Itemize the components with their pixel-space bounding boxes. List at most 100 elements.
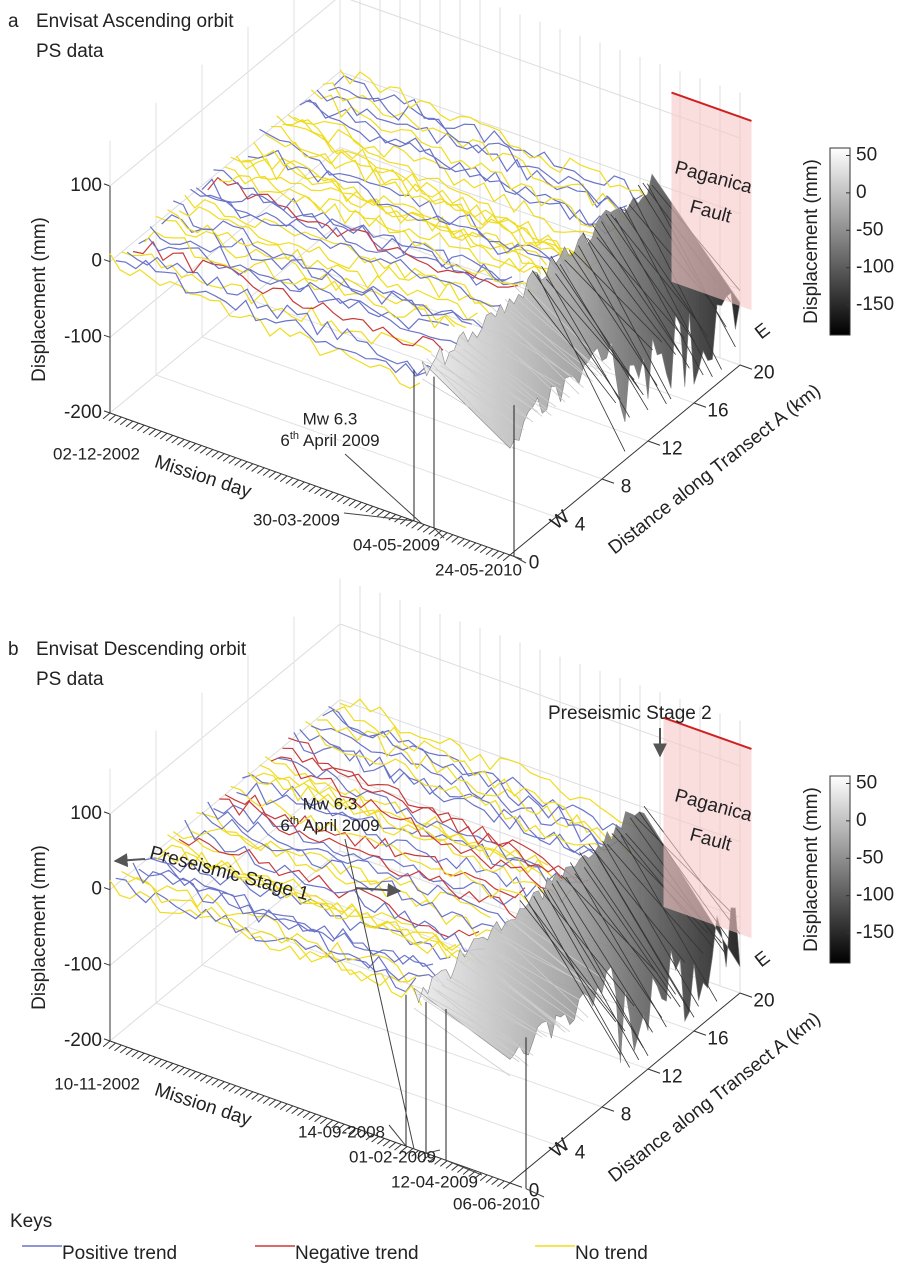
time-tick: [332, 494, 339, 500]
time-tick: [212, 1080, 219, 1086]
time-tick: [423, 527, 430, 533]
time-tick: [292, 1108, 299, 1114]
panel-title: Envisat Ascending orbit: [36, 11, 234, 32]
time-tick: [452, 537, 459, 543]
time-tick: [440, 1161, 447, 1167]
time-tick: [303, 484, 310, 490]
annotation: Preseismic Stage 2: [548, 703, 712, 724]
time-tick: [343, 498, 350, 504]
time-tick: [492, 551, 499, 557]
colorbar-label: Displacement (mm): [801, 787, 822, 952]
time-tick: [280, 476, 287, 482]
time-tick: [126, 421, 133, 427]
time-tick: [497, 553, 504, 559]
time-tick: [497, 1181, 504, 1187]
distance-tick-label: 0: [529, 553, 540, 574]
date-label: 04-05-2009: [353, 535, 440, 554]
distance-tick-label: 4: [575, 515, 586, 536]
colorbar-tick-label: -100: [856, 885, 894, 906]
date-label: 06-06-2010: [453, 1194, 540, 1213]
key-label: Negative trend: [295, 1243, 419, 1264]
colorbar-tick-label: 0: [856, 182, 867, 203]
time-tick: [195, 445, 202, 451]
time-tick: [177, 439, 184, 445]
figure: Keys Positive trendNegative trendNo tren…: [0, 0, 907, 1274]
tick-mark: [104, 963, 110, 965]
time-tick: [240, 462, 247, 468]
tick-mark: [648, 441, 660, 445]
east-label: E: [751, 319, 774, 343]
time-tick: [446, 1163, 453, 1169]
date-label: 01-02-2009: [349, 1147, 436, 1166]
event-sup: th: [290, 815, 299, 827]
panel-subtitle: PS data: [36, 669, 104, 690]
time-tick: [195, 1073, 202, 1079]
z-tick-label: -100: [64, 954, 102, 975]
tick-mark: [104, 184, 110, 186]
time-tick: [217, 454, 224, 460]
event-rest: April 2009: [303, 431, 380, 450]
tick-mark: [104, 260, 110, 262]
time-tick: [109, 1043, 116, 1049]
time-tick: [366, 506, 373, 512]
time-tick: [486, 1177, 493, 1183]
time-tick: [200, 1075, 207, 1081]
tick-mark: [694, 1031, 706, 1035]
time-tick: [252, 1094, 259, 1100]
time-tick: [172, 1065, 179, 1071]
event-leader: [345, 454, 422, 524]
tick-mark: [648, 1069, 660, 1073]
time-tick: [183, 441, 190, 447]
tick-mark: [602, 479, 614, 483]
tick-mark: [104, 411, 110, 413]
distance-tick-label: 12: [661, 439, 682, 460]
time-tick: [309, 486, 316, 492]
time-tick: [263, 470, 270, 476]
tick-mark: [104, 888, 110, 890]
time-tick: [115, 1045, 122, 1051]
panel-subtitle: PS data: [36, 41, 104, 62]
time-tick: [406, 521, 413, 527]
time-tick: [155, 1059, 162, 1065]
time-tick: [429, 529, 436, 535]
date-label: 14-09-2008: [298, 1122, 385, 1141]
distance-tick-label: 20: [753, 991, 774, 1012]
time-tick: [183, 1069, 190, 1075]
time-tick: [315, 1116, 322, 1122]
time-tick: [412, 523, 419, 529]
time-tick: [235, 1088, 242, 1094]
time-tick: [143, 427, 150, 433]
time-tick: [137, 425, 144, 431]
time-tick: [189, 443, 196, 449]
time-tick: [115, 417, 122, 423]
time-tick: [212, 452, 219, 458]
date-label: 30-03-2009: [253, 510, 340, 529]
time-tick: [355, 502, 362, 508]
time-tick: [480, 1175, 487, 1181]
keys-title: Keys: [10, 1211, 52, 1232]
time-tick: [469, 543, 476, 549]
date-label: 10-11-2002: [54, 1074, 140, 1093]
time-tick: [280, 1104, 287, 1110]
time-tick: [315, 488, 322, 494]
distance-tick-label: 16: [707, 401, 728, 422]
z-tick-label: -100: [64, 326, 102, 347]
panel-letter: b: [8, 639, 19, 660]
distance-tick-label: 12: [661, 1067, 682, 1088]
time-tick: [492, 1179, 499, 1185]
z-axis-label: Displacement (mm): [29, 217, 50, 382]
west-label: W: [546, 1134, 573, 1162]
z-tick-label: 0: [91, 879, 102, 900]
time-tick: [269, 472, 276, 478]
time-tick: [377, 510, 384, 516]
distance-tick-label: 4: [575, 1143, 586, 1164]
time-tick: [257, 1096, 264, 1102]
colorbar: [830, 776, 850, 963]
time-tick: [275, 1102, 282, 1108]
time-tick: [143, 1055, 150, 1061]
time-tick: [349, 500, 356, 506]
time-tick: [320, 490, 327, 496]
panel: aEnvisat Ascending orbitPS data1000-100-…: [8, 0, 894, 579]
